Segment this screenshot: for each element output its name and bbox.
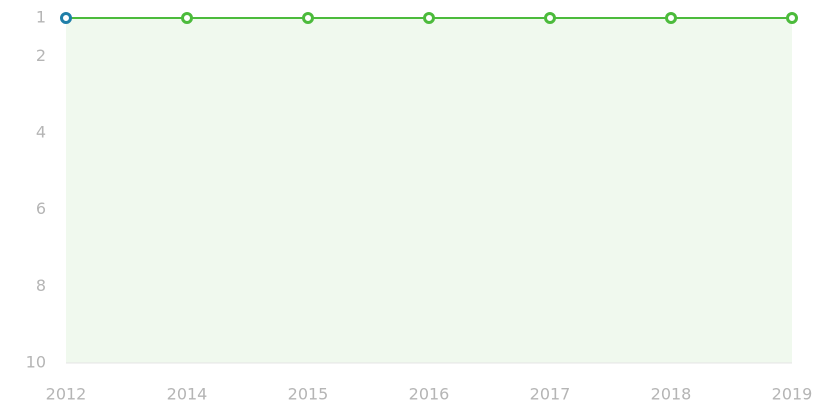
x-tick-label: 2018 bbox=[651, 385, 692, 404]
point bbox=[665, 12, 677, 24]
y-tick-label: 1 bbox=[36, 8, 46, 27]
point bbox=[786, 12, 798, 24]
point bbox=[423, 12, 435, 24]
x-tick-label: 2015 bbox=[288, 385, 329, 404]
area bbox=[66, 18, 792, 363]
y-tick-label: 6 bbox=[36, 199, 46, 218]
y-tick-label: 10 bbox=[26, 353, 46, 372]
point bbox=[60, 12, 72, 24]
y-tick-label: 2 bbox=[36, 46, 46, 65]
y-tick-label: 4 bbox=[36, 123, 46, 142]
y-tick-label: 8 bbox=[36, 276, 46, 295]
x-tick-label: 2019 bbox=[772, 385, 813, 404]
point bbox=[181, 12, 193, 24]
point bbox=[544, 12, 556, 24]
x-tick-label: 2016 bbox=[409, 385, 450, 404]
x-tick-label: 2017 bbox=[530, 385, 571, 404]
point bbox=[302, 12, 314, 24]
x-tick-label: 2014 bbox=[167, 385, 208, 404]
x-tick-label: 2012 bbox=[46, 385, 87, 404]
